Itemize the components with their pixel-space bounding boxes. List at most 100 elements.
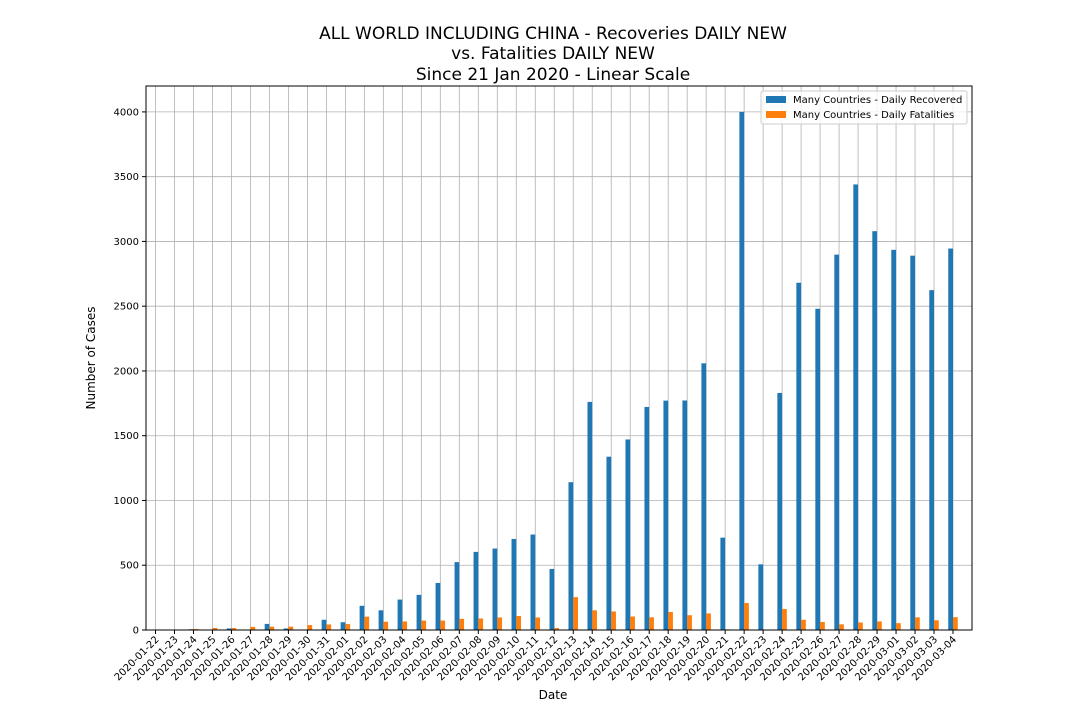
bar-daily-recovered: [492, 548, 498, 630]
bar-daily-fatalities: [706, 613, 711, 630]
bar-daily-recovered: [625, 439, 631, 630]
legend: Many Countries - Daily Recovered Many Co…: [760, 90, 968, 125]
bar-daily-recovered: [454, 562, 460, 630]
bar-daily-fatalities: [459, 618, 465, 630]
bar-daily-fatalities: [782, 609, 787, 630]
bar-daily-recovered: [929, 290, 935, 630]
bar-daily-recovered: [777, 392, 783, 630]
bar-daily-fatalities: [288, 626, 294, 630]
bar-daily-fatalities: [801, 619, 806, 630]
bar-daily-recovered: [473, 551, 479, 630]
bar-daily-recovered: [739, 111, 745, 630]
bar-daily-recovered: [796, 282, 802, 630]
y-tick-label: 2000: [114, 366, 139, 377]
bar-daily-fatalities: [611, 611, 616, 630]
bar-daily-recovered: [663, 400, 669, 630]
legend-label-recovered: Many Countries - Daily Recovered: [793, 95, 962, 106]
bar-daily-recovered: [530, 534, 536, 630]
bar-daily-recovered: [720, 537, 726, 630]
x-axis-ticks: 2020-01-222020-01-232020-01-242020-01-25…: [113, 630, 959, 683]
y-tick-label: 0: [133, 626, 139, 637]
y-axis-ticks: 0 500 1000 1500 2000 2500 3000 3500 4000: [114, 107, 146, 637]
plot-area-frame: [145, 85, 973, 631]
bar-daily-fatalities: [896, 623, 901, 630]
legend-label-fatalities: Many Countries - Daily Fatalities: [793, 110, 954, 121]
bar-daily-recovered: [758, 564, 764, 630]
y-tick-label: 4000: [114, 107, 139, 118]
bar-daily-fatalities: [478, 618, 484, 630]
bar-daily-recovered: [872, 231, 878, 630]
bar-daily-fatalities: [212, 627, 218, 630]
chart-title-line-3: Since 21 Jan 2020 - Linear Scale: [416, 65, 690, 85]
bar-daily-fatalities: [630, 616, 635, 630]
bar-daily-fatalities: [383, 621, 389, 630]
bar-daily-fatalities: [820, 621, 825, 630]
bar-daily-fatalities: [668, 611, 673, 630]
bar-daily-fatalities: [877, 621, 882, 630]
bar-daily-fatalities: [839, 624, 844, 630]
y-tick-label: 500: [120, 561, 139, 572]
bar-daily-recovered: [435, 582, 441, 630]
bar-daily-recovered: [416, 594, 422, 630]
bar-daily-recovered: [397, 599, 403, 630]
bar-daily-fatalities: [231, 628, 237, 630]
bar-daily-recovered: [910, 255, 916, 630]
chart-title-line-2: vs. Fatalities DAILY NEW: [451, 44, 655, 64]
bar-daily-recovered: [853, 184, 859, 630]
bar-daily-recovered: [644, 406, 650, 630]
bar-daily-recovered: [549, 568, 555, 630]
bar-daily-fatalities: [269, 626, 275, 630]
bar-daily-recovered: [340, 622, 346, 630]
bar-daily-fatalities: [497, 617, 503, 630]
bar-daily-recovered: [701, 363, 707, 630]
y-tick-label: 3000: [114, 237, 139, 248]
bar-daily-fatalities: [915, 617, 920, 630]
bar-daily-recovered: [587, 401, 593, 630]
y-axis-label: Number of Cases: [84, 306, 98, 409]
bar-daily-recovered: [226, 628, 232, 630]
bar-daily-fatalities: [440, 620, 446, 630]
bar-daily-recovered: [834, 254, 840, 630]
bar-daily-fatalities: [592, 610, 597, 630]
bars: [169, 111, 958, 631]
bar-daily-fatalities: [193, 628, 199, 630]
bar-daily-fatalities: [649, 617, 654, 630]
bar-daily-fatalities: [250, 626, 256, 630]
bar-daily-recovered: [511, 538, 517, 630]
bar-daily-fatalities: [687, 615, 692, 630]
bar-daily-fatalities: [307, 625, 313, 630]
y-tick-label: 1000: [114, 496, 139, 507]
y-tick-label: 2500: [114, 302, 139, 313]
chart-title-line-1: ALL WORLD INCLUDING CHINA - Recoveries D…: [319, 24, 787, 44]
legend-box: [760, 90, 968, 125]
bar-daily-fatalities: [858, 622, 863, 630]
y-tick-label: 3500: [114, 172, 139, 183]
bar-daily-recovered: [264, 623, 270, 630]
legend-swatch-fatalities: [766, 111, 786, 118]
bar-daily-fatalities: [953, 617, 958, 630]
bar-daily-recovered: [682, 400, 688, 630]
bar-daily-fatalities: [573, 597, 578, 630]
bar-daily-fatalities: [554, 628, 559, 630]
bar-daily-fatalities: [364, 616, 370, 630]
x-axis-label: Date: [539, 688, 568, 702]
bar-daily-recovered: [568, 482, 574, 630]
bar-daily-recovered: [321, 619, 327, 630]
bar-daily-fatalities: [402, 621, 408, 630]
legend-swatch-recovered: [766, 96, 786, 103]
bar-daily-fatalities: [535, 617, 541, 630]
y-tick-label: 1500: [114, 431, 139, 442]
bar-daily-fatalities: [421, 620, 427, 630]
bar-daily-recovered: [283, 628, 289, 630]
bar-daily-fatalities: [744, 603, 749, 630]
bar-daily-recovered: [891, 249, 897, 630]
bar-daily-recovered: [948, 248, 954, 631]
bar-daily-recovered: [606, 456, 612, 630]
bar-daily-fatalities: [326, 624, 332, 630]
bar-daily-fatalities: [516, 616, 522, 630]
bar-daily-fatalities: [345, 624, 351, 630]
bar-daily-recovered: [378, 610, 384, 630]
bar-daily-recovered: [359, 605, 365, 630]
bar-daily-fatalities: [934, 620, 939, 630]
